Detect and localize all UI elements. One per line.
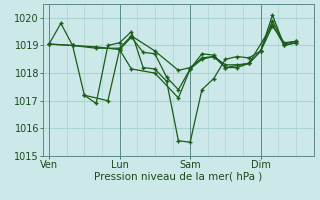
X-axis label: Pression niveau de la mer( hPa ): Pression niveau de la mer( hPa ) [94, 172, 262, 182]
